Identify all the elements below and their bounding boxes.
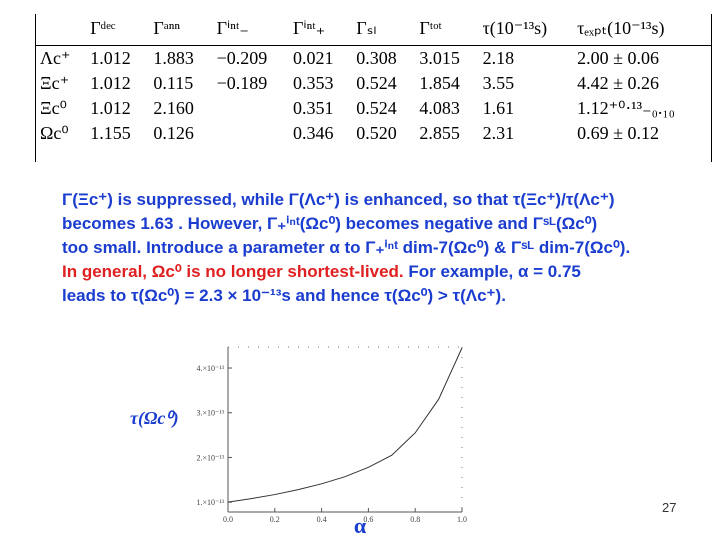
text-line: leads to τ(Ωc⁰) = 2.3 × 10⁻¹³s and hence…	[62, 284, 630, 308]
x-tick-label: 0.2	[270, 515, 280, 524]
table-cell: 1.883	[153, 48, 194, 68]
x-axis-label: α	[354, 513, 367, 538]
table-row: Ξc⁺ 1.012 0.115 −0.189 0.353 0.524 1.854 3.55 4.…	[36, 71, 711, 96]
page-number: 27	[662, 500, 677, 515]
table-cell: −0.189	[216, 73, 268, 93]
table-cell: 2.00 ± 0.06	[577, 48, 659, 68]
header-cell: Γₛₗ	[352, 14, 416, 46]
table-cell: 1.155	[90, 123, 131, 143]
x-tick-label: 0.8	[410, 515, 420, 524]
x-tick-label: 0.6	[363, 515, 373, 524]
text-block: Γ(Ξc⁺) is suppressed, while Γ(Λc⁺) is en…	[62, 188, 630, 308]
table-cell: 0.126	[153, 123, 194, 143]
table-cell: Λc⁺	[40, 48, 71, 68]
x-tick-label: 0.0	[223, 515, 233, 524]
table-cell: Ξc⁺	[40, 73, 70, 93]
header-row: Γᵈᵉᶜ Γᵃⁿⁿ Γⁱⁿᵗ₋ Γⁱⁿᵗ₊ Γₛₗ Γᵗᵒᵗ τ(10⁻¹³s) τₑₓₚₜ(…	[36, 14, 711, 46]
table-cell: 2.31	[482, 123, 515, 143]
table-cell: −0.209	[216, 48, 268, 68]
table-cell: 2.18	[482, 48, 515, 68]
text-segment: Γ(Ξc⁺) is suppressed, while Γ(Λc⁺) is en…	[62, 190, 615, 209]
header-cell: τₑₓₚₜ(10⁻¹³s)	[573, 14, 711, 46]
table-cell: Ωc⁰	[40, 123, 69, 143]
table-cell: 3.55	[482, 73, 515, 93]
table-cell: 4.42 ± 0.26	[577, 73, 659, 93]
y-tick-label: 1.×10⁻¹³	[196, 498, 224, 507]
text-segment: too small. Introduce a parameter α to Γ₊…	[62, 238, 631, 257]
x-tick-label: 0.4	[317, 515, 327, 524]
table-cell: 2.160	[153, 98, 194, 118]
header-cell: Γᵗᵒᵗ	[415, 14, 479, 46]
text-segment: leads to τ(Ωc⁰) = 2.3 × 10⁻¹³s and hence…	[62, 286, 506, 305]
table-cell: 1.012	[90, 48, 131, 68]
table-cell: 0.351	[293, 98, 334, 118]
table-cell: 1.61	[482, 98, 515, 118]
header-cell: τ(10⁻¹³s)	[478, 14, 574, 46]
header-cell: Γⁱⁿᵗ₋	[212, 14, 290, 46]
table-cell: 1.854	[419, 73, 460, 93]
header-cell: Γⁱⁿᵗ₊	[289, 14, 353, 46]
y-axis-label: τ(Ωc⁰)	[130, 408, 179, 429]
text-line: too small. Introduce a parameter α to Γ₊…	[62, 236, 630, 260]
data-table: Γᵈᵉᶜ Γᵃⁿⁿ Γⁱⁿᵗ₋ Γⁱⁿᵗ₊ Γₛₗ Γᵗᵒᵗ τ(10⁻¹³s) τₑₓₚₜ(…	[35, 14, 712, 162]
table-cell: 0.308	[356, 48, 397, 68]
x-tick-label: 1.0	[457, 515, 467, 524]
table-row: Λc⁺ 1.012 1.883 −0.209 0.021 0.308 3.015 2.18 2.…	[36, 46, 711, 72]
table-cell: 1.012	[90, 98, 131, 118]
text-segment: In general, Ωc⁰ is no longer shortest-li…	[62, 262, 404, 281]
table-cell: 3.015	[419, 48, 460, 68]
table-cell: 0.021	[293, 48, 334, 68]
text-segment: becomes 1.63 . However, Γ₊ⁱⁿᵗ(Ωc⁰) becom…	[62, 214, 598, 233]
text-line: becomes 1.63 . However, Γ₊ⁱⁿᵗ(Ωc⁰) becom…	[62, 212, 630, 236]
corner-cell	[36, 14, 87, 46]
text-line: In general, Ωc⁰ is no longer shortest-li…	[62, 260, 630, 284]
line-series	[227, 347, 463, 503]
table-row: Ωc⁰ 1.155 0.126 0.346 0.520 2.855 2.31 0.69 ± 0…	[36, 121, 711, 146]
table-cell: 4.083	[419, 98, 460, 118]
table-cell: 1.12⁺⁰·¹³₋₀.₁₀	[577, 98, 675, 118]
y-tick-label: 2.×10⁻¹³	[196, 453, 224, 462]
table-cell: 0.353	[293, 73, 334, 93]
table-row: Ξc⁰ 1.012 2.160 0.351 0.524 4.083 1.61 1.12⁺⁰·¹…	[36, 96, 711, 121]
table: Γᵈᵉᶜ Γᵃⁿⁿ Γⁱⁿᵗ₋ Γⁱⁿᵗ₊ Γₛₗ Γᵗᵒᵗ τ(10⁻¹³s) τₑₓₚₜ(…	[36, 14, 711, 146]
table-cell: 0.520	[356, 123, 397, 143]
table-cell: 2.855	[419, 123, 460, 143]
y-tick-label: 4.×10⁻¹³	[196, 364, 224, 373]
table-cell: Ξc⁰	[40, 98, 67, 118]
table-cell: 0.524	[356, 73, 397, 93]
table-cell: 0.346	[293, 123, 334, 143]
text-line: Γ(Ξc⁺) is suppressed, while Γ(Λc⁺) is en…	[62, 188, 630, 212]
table-cell: 0.115	[153, 73, 194, 93]
table-cell: 0.69 ± 0.12	[577, 123, 659, 143]
header-cell: Γᵃⁿⁿ	[149, 14, 213, 46]
header-cell: Γᵈᵉᶜ	[86, 14, 150, 46]
table-cell: 0.524	[356, 98, 397, 118]
text-segment: For example, α = 0.75	[403, 262, 581, 281]
y-tick-label: 3.×10⁻¹³	[196, 409, 224, 418]
table-cell: 1.012	[90, 73, 131, 93]
